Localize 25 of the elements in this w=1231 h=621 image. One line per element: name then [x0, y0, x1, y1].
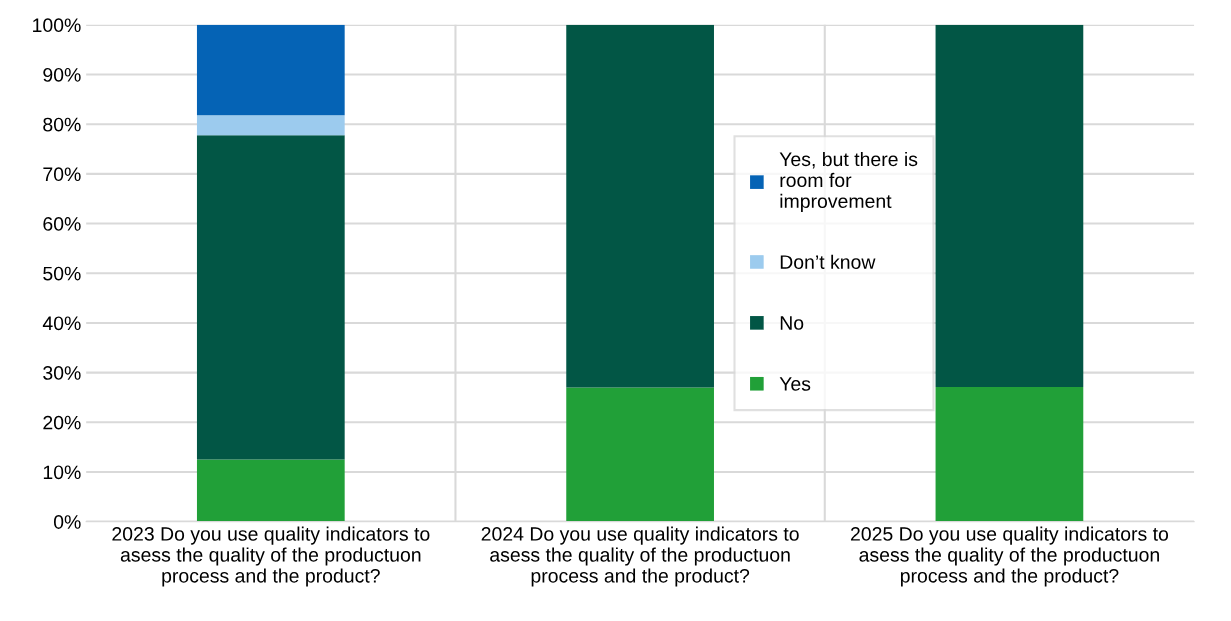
legend-label: Yes, but there is room for improvement — [779, 151, 918, 212]
x-tick-label: 2024 Do you use quality indicators to asess the quality of the productuon process and the product? — [481, 526, 799, 587]
legend-label: Yes — [779, 377, 811, 391]
bar — [196, 24, 345, 116]
y-tick-label: 0% — [53, 515, 81, 529]
y-tick-label: 50% — [43, 266, 81, 281]
bar — [196, 115, 345, 136]
legend-label: No — [780, 316, 804, 330]
y-tick-label: 60% — [43, 217, 81, 231]
bar — [566, 24, 714, 388]
x-tick-label: 2023 Do you use quality indicators to asess the quality of the productuon process and the product? — [112, 526, 430, 587]
y-tick-label: 40% — [42, 316, 81, 331]
bar — [935, 387, 1084, 522]
y-tick-label: 30% — [43, 366, 81, 380]
y-tick-label: 100% — [33, 18, 81, 33]
y-tick-label: 20% — [43, 415, 81, 430]
y-tick-label: 80% — [43, 117, 81, 132]
y-tick-label: 70% — [43, 167, 81, 182]
x-tick-label: 2025 Do you use quality indicators to asess the quality of the productuon process and the product? — [850, 526, 1169, 587]
y-tick-label: 90% — [43, 67, 81, 82]
bar — [196, 135, 345, 460]
bar — [566, 387, 714, 522]
y-tick-label: 10% — [43, 465, 81, 480]
legend-label: Don’t know — [780, 254, 876, 269]
bar — [196, 459, 345, 522]
